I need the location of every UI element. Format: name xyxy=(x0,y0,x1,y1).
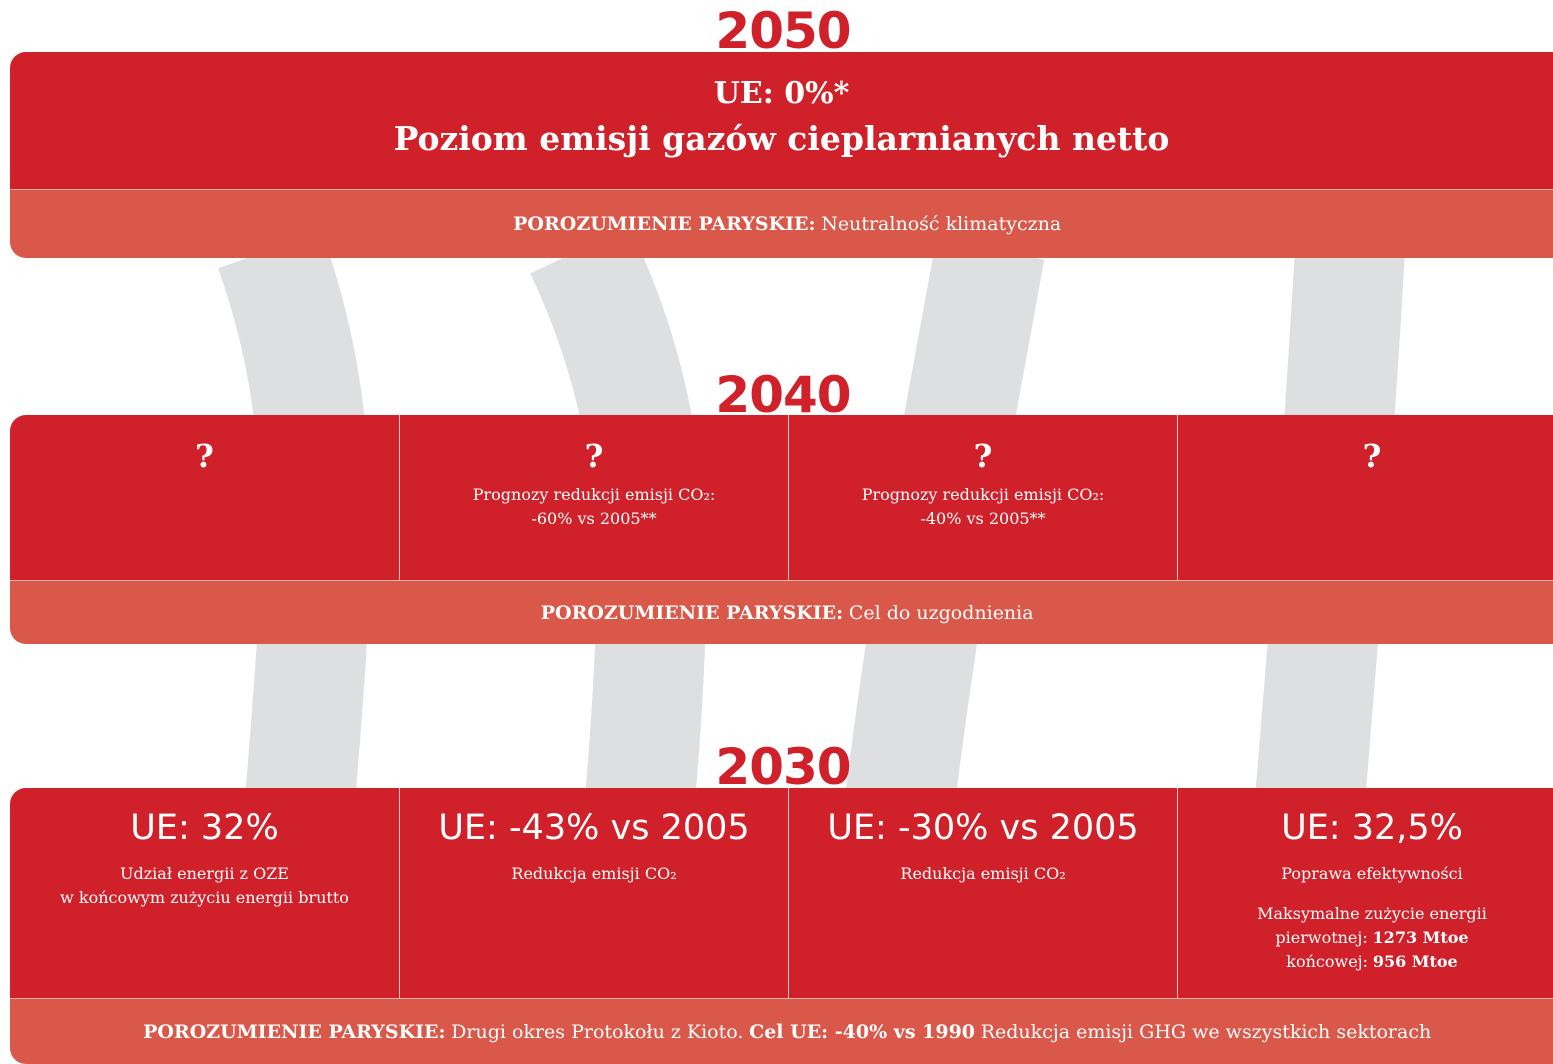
year-box: UE: 0%* Poziom emisji gazów cieplarnianyc… xyxy=(10,52,1553,258)
target-subheading: Poziom emisji gazów cieplarnianych netto xyxy=(393,119,1170,158)
target-cell: ? Prognozy redukcji emisji CO₂: -60% vs 20… xyxy=(399,415,788,580)
target-heading: UE: 32% xyxy=(130,808,279,848)
target-cell: UE: 0%* Poziom emisji gazów cieplarnianyc… xyxy=(10,52,1553,189)
targets-row: ?? Prognozy redukcji emisji CO₂: -60% vs 2… xyxy=(10,415,1553,580)
target-cell: UE: 32,5% Poprawa efektywności Maksymalne … xyxy=(1177,788,1553,998)
target-heading: UE: 0%* xyxy=(713,76,850,111)
target-cell: ? Prognozy redukcji emisji CO₂: -40% vs 20… xyxy=(788,415,1177,580)
target-description: Prognozy redukcji emisji CO₂: -40% vs 200… xyxy=(789,483,1177,531)
target-heading: ? xyxy=(584,437,604,475)
detail-line: Maksymalne zużycie energii xyxy=(1178,902,1553,926)
targets-row: UE: 32% Udział energii z OZE w końcowym zu… xyxy=(10,788,1553,998)
target-description: Poprawa efektywności xyxy=(1178,862,1553,886)
description-line: -60% vs 2005** xyxy=(531,509,657,528)
description-line: Udział energii z OZE xyxy=(120,864,289,883)
agreement-row: POROZUMIENIE PARYSKIE: Drugi okres Protok… xyxy=(10,998,1553,1064)
target-heading: UE: 32,5% xyxy=(1281,808,1463,848)
target-description: Redukcja emisji CO₂ xyxy=(789,862,1177,886)
agreement-text: POROZUMIENIE PARYSKIE: Drugi okres Protok… xyxy=(143,1021,1437,1043)
target-details: Maksymalne zużycie energii pierwotnej: 127… xyxy=(1178,902,1553,974)
year-label: 2030 xyxy=(715,738,851,796)
description-line: Prognozy redukcji emisji CO₂: xyxy=(472,485,716,504)
target-cell: ? xyxy=(10,415,399,580)
target-description: Redukcja emisji CO₂ xyxy=(400,862,788,886)
detail-line: pierwotnej: 1273 Mtoe xyxy=(1178,926,1553,950)
year-box: UE: 32% Udział energii z OZE w końcowym zu… xyxy=(10,788,1553,1064)
detail-label: Maksymalne zużycie energii xyxy=(1257,904,1487,923)
target-description: Udział energii z OZE w końcowym zużyciu e… xyxy=(10,862,399,910)
detail-label: pierwotnej: xyxy=(1275,928,1368,947)
agreement-segment: Neutralność klimatyczna xyxy=(821,213,1062,235)
agreement-segment: POROZUMIENIE PARYSKIE: xyxy=(143,1020,446,1043)
agreement-segment: Drugi okres Protokołu z Kioto. xyxy=(451,1020,744,1043)
agreement-segment: POROZUMIENIE PARYSKIE: xyxy=(540,601,844,624)
agreement-segment: Redukcja emisji GHG we wszystkich sektor… xyxy=(980,1020,1432,1043)
description-line: -40% vs 2005** xyxy=(920,509,1046,528)
target-description: Prognozy redukcji emisji CO₂: -60% vs 200… xyxy=(400,483,788,531)
target-cell: UE: -30% vs 2005 Redukcja emisji CO₂ xyxy=(788,788,1177,998)
agreement-row: POROZUMIENIE PARYSKIE: Cel do uzgodnienia xyxy=(10,580,1553,644)
detail-line: końcowej: 956 Mtoe xyxy=(1178,950,1553,974)
target-heading: ? xyxy=(973,437,993,475)
target-heading: UE: -30% vs 2005 xyxy=(827,808,1139,848)
detail-value: 956 Mtoe xyxy=(1372,952,1458,971)
year-box: ?? Prognozy redukcji emisji CO₂: -60% vs 2… xyxy=(10,415,1553,644)
target-heading: UE: -43% vs 2005 xyxy=(438,808,750,848)
description-line: Prognozy redukcji emisji CO₂: xyxy=(861,485,1105,504)
target-cell: UE: 32% Udział energii z OZE w końcowym zu… xyxy=(10,788,399,998)
year-label: 2040 xyxy=(715,366,851,424)
agreement-text: POROZUMIENIE PARYSKIE: Cel do uzgodnienia xyxy=(541,602,1040,624)
agreement-segment: Cel do uzgodnienia xyxy=(848,601,1034,624)
target-heading: ? xyxy=(1362,437,1382,475)
detail-value: 1273 Mtoe xyxy=(1372,928,1469,947)
description-line: Redukcja emisji CO₂ xyxy=(900,864,1066,883)
agreement-segment: POROZUMIENIE PARYSKIE: xyxy=(513,213,816,235)
agreement-segment: Cel UE: -40% vs 1990 xyxy=(749,1020,976,1043)
agreement-text: POROZUMIENIE PARYSKIE: Neutralność klimat… xyxy=(513,213,1067,235)
year-label: 2050 xyxy=(715,2,851,60)
detail-label: końcowej: xyxy=(1286,952,1369,971)
agreement-row: POROZUMIENIE PARYSKIE: Neutralność klimat… xyxy=(10,189,1553,258)
target-cell: ? xyxy=(1177,415,1553,580)
targets-row: UE: 0%* Poziom emisji gazów cieplarnianyc… xyxy=(10,52,1553,189)
description-line: Poprawa efektywności xyxy=(1281,864,1463,883)
target-cell: UE: -43% vs 2005 Redukcja emisji CO₂ xyxy=(399,788,788,998)
description-line: w końcowym zużyciu energii brutto xyxy=(60,888,349,907)
target-heading: ? xyxy=(195,437,214,475)
description-line: Redukcja emisji CO₂ xyxy=(511,864,677,883)
